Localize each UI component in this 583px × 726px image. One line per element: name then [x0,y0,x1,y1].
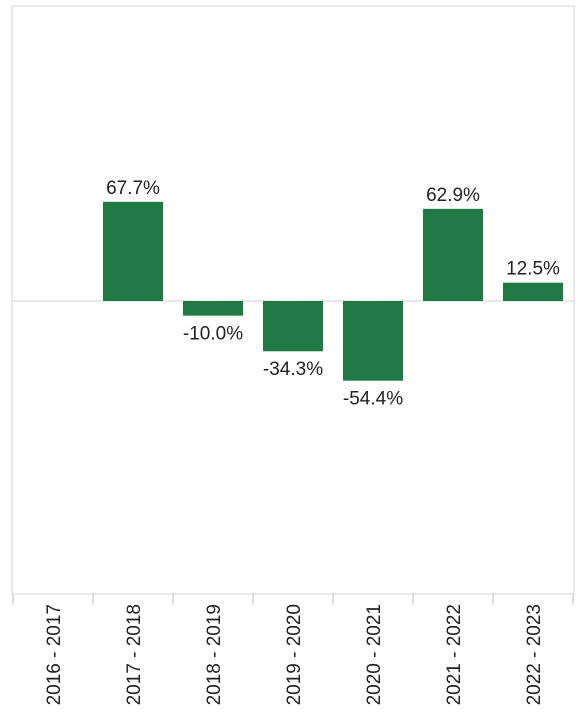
bar-2022-2023 [503,282,563,301]
x-tick-label: 2016 - 2017 [44,604,65,705]
data-label: 62.9% [426,185,480,206]
bar-2020-2021 [343,301,403,381]
data-label: 12.5% [506,259,560,280]
bar-2019-2020 [263,301,323,352]
plot-frame [11,5,575,595]
bar-2021-2022 [423,208,483,301]
bar-2018-2019 [183,301,243,316]
x-tick-label: 2018 - 2019 [204,604,225,705]
data-label: 67.7% [106,178,160,199]
data-label: -10.0% [183,324,243,345]
x-tick-label: 2017 - 2018 [124,604,145,705]
x-tick-label: 2022 - 2023 [524,604,545,705]
bar-2017-2018 [103,201,163,301]
x-tick-label: 2019 - 2020 [284,604,305,705]
data-label: -54.4% [343,389,403,410]
data-label: -34.3% [263,359,323,380]
x-tick-label: 2020 - 2021 [364,604,385,705]
x-tick-label: 2021 - 2022 [444,604,465,705]
